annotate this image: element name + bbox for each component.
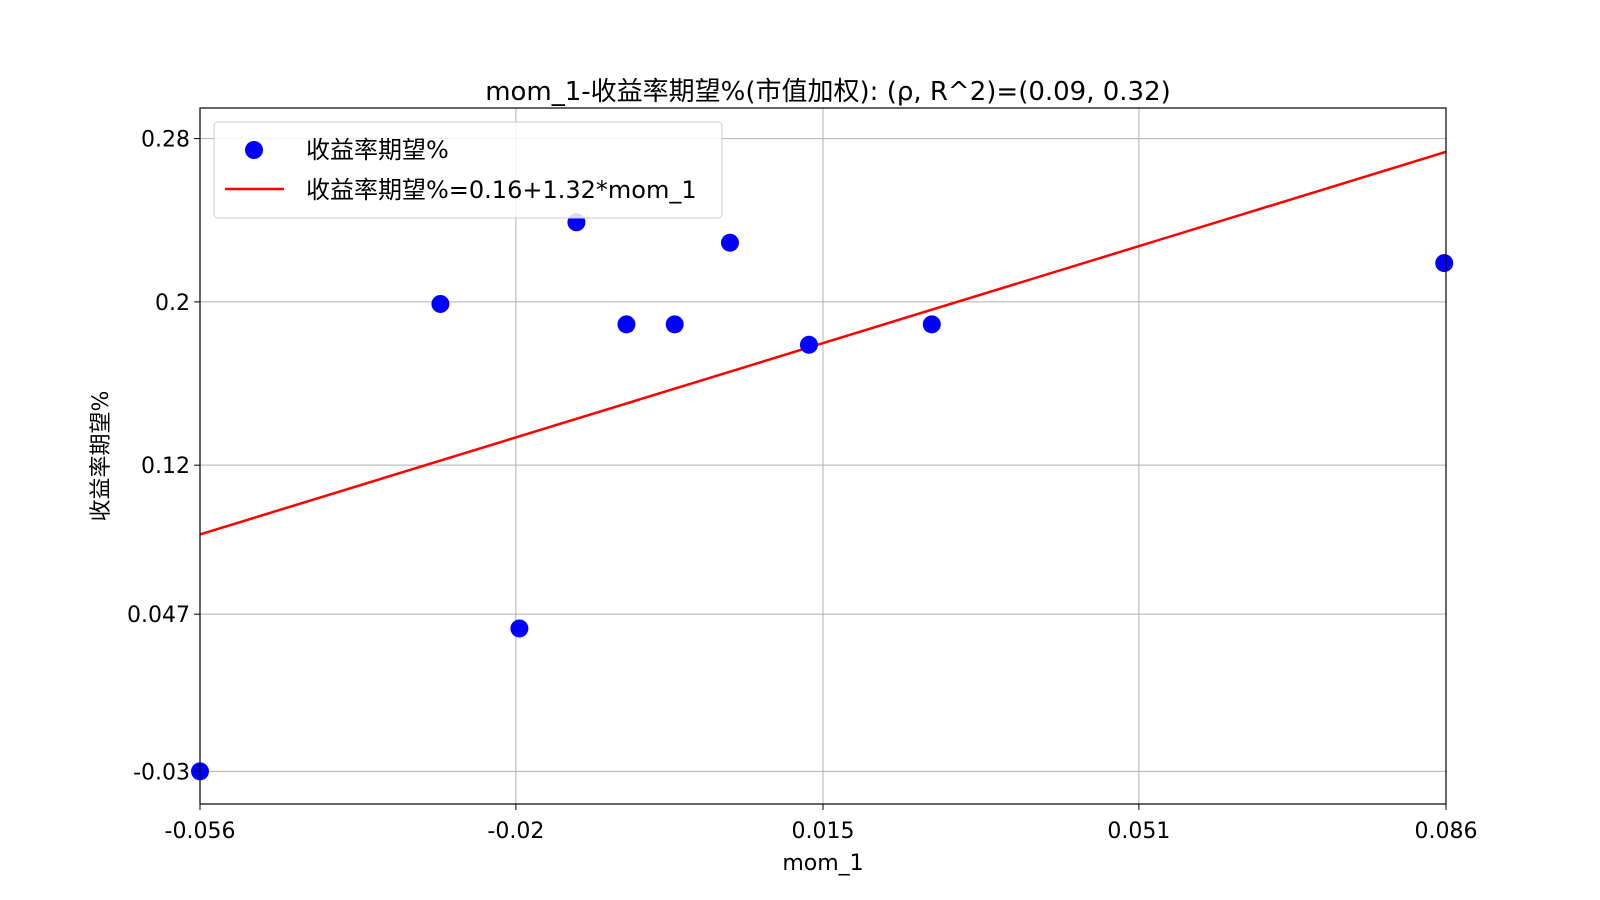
chart-title: mom_1-收益率期望%(市值加权): (ρ, R^2)=(0.09, 0.32…	[485, 77, 1171, 107]
x-tick-label: -0.02	[487, 819, 544, 844]
scatter-point	[720, 233, 739, 252]
legend: 收益率期望% 收益率期望%=0.16+1.32*mom_1	[213, 121, 723, 219]
regression-line	[199, 150, 1447, 536]
x-axis-label: mom_1	[782, 851, 863, 876]
scatter-point	[431, 294, 450, 313]
y-tick-label: 0.2	[155, 291, 190, 316]
tick-layer: -0.056 -0.02 0.015 0.051 0.086 -0.03 0.047 0.12…	[127, 128, 1477, 844]
y-tick-label: -0.03	[133, 760, 190, 785]
y-tick-label: 0.28	[141, 128, 190, 153]
x-tick-label: -0.056	[165, 819, 236, 844]
plot-layer	[191, 150, 1454, 781]
scatter-point	[799, 335, 818, 354]
legend-marker-scatter	[245, 141, 263, 159]
y-tick-label: 0.047	[127, 603, 190, 628]
x-tick-label: 0.051	[1107, 819, 1170, 844]
x-tick-label: 0.086	[1415, 819, 1478, 844]
x-tick-label: 0.015	[792, 819, 855, 844]
legend-label-scatter: 收益率期望%	[306, 136, 449, 164]
legend-label-fit-line: 收益率期望%=0.16+1.32*mom_1	[306, 176, 697, 204]
y-axis-label: 收益率期望%	[89, 391, 114, 522]
scatter-point	[510, 619, 529, 638]
scatter-point	[922, 315, 941, 334]
legend-frame	[213, 121, 723, 219]
scatter-point	[1435, 254, 1454, 273]
y-tick-label: 0.12	[141, 454, 190, 479]
scatter-point	[617, 315, 636, 334]
scatter-point	[665, 315, 684, 334]
